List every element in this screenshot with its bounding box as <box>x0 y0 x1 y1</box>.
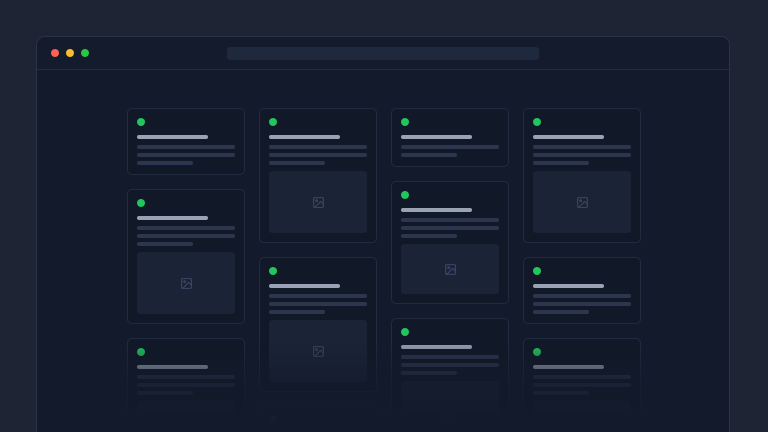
grid-column-2 <box>259 108 377 432</box>
skeleton-body-line <box>401 145 499 149</box>
image-placeholder-icon <box>180 277 192 289</box>
skeleton-title-line <box>401 208 472 212</box>
skeleton-body-line <box>401 153 457 157</box>
image-placeholder <box>137 401 235 432</box>
status-dot <box>533 348 541 356</box>
skeleton-body-line <box>533 302 631 306</box>
content-viewport[interactable] <box>37 70 729 432</box>
browser-title-bar <box>37 37 729 70</box>
image-placeholder-icon <box>444 411 456 423</box>
skeleton-title-line <box>137 135 208 139</box>
skeleton-card[interactable] <box>127 189 245 324</box>
skeleton-card[interactable] <box>391 108 509 167</box>
minimize-button[interactable] <box>66 49 74 57</box>
skeleton-body-line <box>533 145 631 149</box>
skeleton-body-line <box>137 153 235 157</box>
address-bar-input[interactable] <box>227 46 539 60</box>
browser-window <box>36 36 730 432</box>
image-placeholder-icon <box>576 196 588 208</box>
skeleton-body-line <box>401 363 499 367</box>
skeleton-body-line <box>137 145 235 149</box>
skeleton-body-line <box>269 302 367 306</box>
skeleton-body-line <box>137 391 193 395</box>
image-placeholder-icon <box>312 196 324 208</box>
skeleton-card[interactable] <box>523 338 641 432</box>
status-dot <box>401 328 409 336</box>
status-dot <box>137 348 145 356</box>
skeleton-body-line <box>401 355 499 359</box>
image-placeholder <box>401 381 499 432</box>
image-placeholder <box>533 401 631 432</box>
status-dot <box>533 267 541 275</box>
image-placeholder <box>137 252 235 314</box>
skeleton-body-line <box>401 234 457 238</box>
skeleton-card[interactable] <box>391 181 509 304</box>
skeleton-card[interactable] <box>127 108 245 175</box>
skeleton-body-line <box>137 383 235 387</box>
skeleton-card[interactable] <box>259 108 377 243</box>
close-button[interactable] <box>51 49 59 57</box>
skeleton-body-line <box>269 294 367 298</box>
skeleton-body-line <box>401 218 499 222</box>
status-dot <box>137 199 145 207</box>
skeleton-body-line <box>533 375 631 379</box>
skeleton-body-line <box>269 161 325 165</box>
skeleton-body-line <box>137 226 235 230</box>
status-dot <box>401 191 409 199</box>
skeleton-body-line <box>401 226 499 230</box>
maximize-button[interactable] <box>81 49 89 57</box>
skeleton-body-line <box>137 375 235 379</box>
skeleton-body-line <box>269 145 367 149</box>
status-dot <box>269 118 277 126</box>
skeleton-title-line <box>137 216 208 220</box>
skeleton-card[interactable] <box>259 406 377 432</box>
status-dot <box>269 267 277 275</box>
skeleton-body-line <box>401 371 457 375</box>
skeleton-body-line <box>533 294 631 298</box>
skeleton-title-line <box>137 365 208 369</box>
skeleton-title-line <box>533 135 604 139</box>
skeleton-title-line <box>269 135 340 139</box>
traffic-light-group <box>51 49 89 57</box>
skeleton-title-line <box>401 345 472 349</box>
skeleton-body-line <box>269 310 325 314</box>
grid-column-4 <box>523 108 641 432</box>
skeleton-title-line <box>401 135 472 139</box>
skeleton-body-line <box>137 161 193 165</box>
skeleton-body-line <box>533 153 631 157</box>
image-placeholder-icon <box>444 263 456 275</box>
skeleton-card[interactable] <box>259 257 377 392</box>
image-placeholder-icon <box>312 345 324 357</box>
image-placeholder <box>269 171 367 233</box>
status-dot <box>533 118 541 126</box>
skeleton-title-line <box>533 284 604 288</box>
skeleton-title-line <box>533 365 604 369</box>
card-grid <box>127 108 649 432</box>
image-placeholder <box>401 244 499 294</box>
grid-column-3 <box>391 108 509 432</box>
image-placeholder <box>533 171 631 233</box>
status-dot <box>137 118 145 126</box>
skeleton-body-line <box>269 153 367 157</box>
skeleton-card[interactable] <box>391 318 509 432</box>
skeleton-body-line <box>533 310 589 314</box>
skeleton-body-line <box>533 391 589 395</box>
grid-column-1 <box>127 108 245 432</box>
status-dot <box>401 118 409 126</box>
skeleton-card[interactable] <box>523 108 641 243</box>
status-dot <box>269 416 277 424</box>
skeleton-body-line <box>533 161 589 165</box>
skeleton-card[interactable] <box>127 338 245 432</box>
image-placeholder <box>269 320 367 382</box>
skeleton-card[interactable] <box>523 257 641 324</box>
skeleton-title-line <box>269 284 340 288</box>
skeleton-body-line <box>533 383 631 387</box>
skeleton-body-line <box>137 234 235 238</box>
skeleton-body-line <box>137 242 193 246</box>
